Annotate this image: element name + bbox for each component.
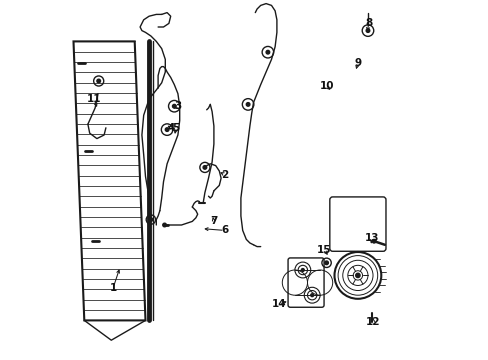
Text: 4: 4 bbox=[167, 123, 174, 133]
Circle shape bbox=[246, 103, 249, 106]
Text: 13: 13 bbox=[365, 233, 379, 243]
Text: 14: 14 bbox=[271, 299, 285, 309]
Text: 1: 1 bbox=[109, 283, 117, 293]
Circle shape bbox=[149, 218, 152, 221]
Text: 3: 3 bbox=[174, 101, 181, 111]
Text: 5: 5 bbox=[172, 123, 180, 133]
Text: 9: 9 bbox=[354, 58, 361, 68]
Circle shape bbox=[163, 223, 166, 227]
Text: 8: 8 bbox=[365, 18, 371, 28]
Text: 6: 6 bbox=[221, 225, 228, 235]
Text: 10: 10 bbox=[319, 81, 333, 91]
Circle shape bbox=[355, 273, 359, 278]
Circle shape bbox=[265, 50, 269, 54]
Circle shape bbox=[310, 294, 313, 297]
Text: 15: 15 bbox=[317, 245, 331, 255]
Circle shape bbox=[301, 269, 304, 271]
Circle shape bbox=[324, 261, 328, 265]
Circle shape bbox=[203, 166, 206, 169]
Text: 7: 7 bbox=[210, 216, 217, 226]
Circle shape bbox=[165, 128, 168, 131]
Text: 12: 12 bbox=[366, 317, 380, 327]
Circle shape bbox=[371, 239, 375, 243]
Text: 11: 11 bbox=[86, 94, 101, 104]
Circle shape bbox=[172, 104, 176, 108]
Circle shape bbox=[366, 29, 369, 32]
Text: 2: 2 bbox=[221, 170, 228, 180]
Circle shape bbox=[97, 79, 101, 83]
